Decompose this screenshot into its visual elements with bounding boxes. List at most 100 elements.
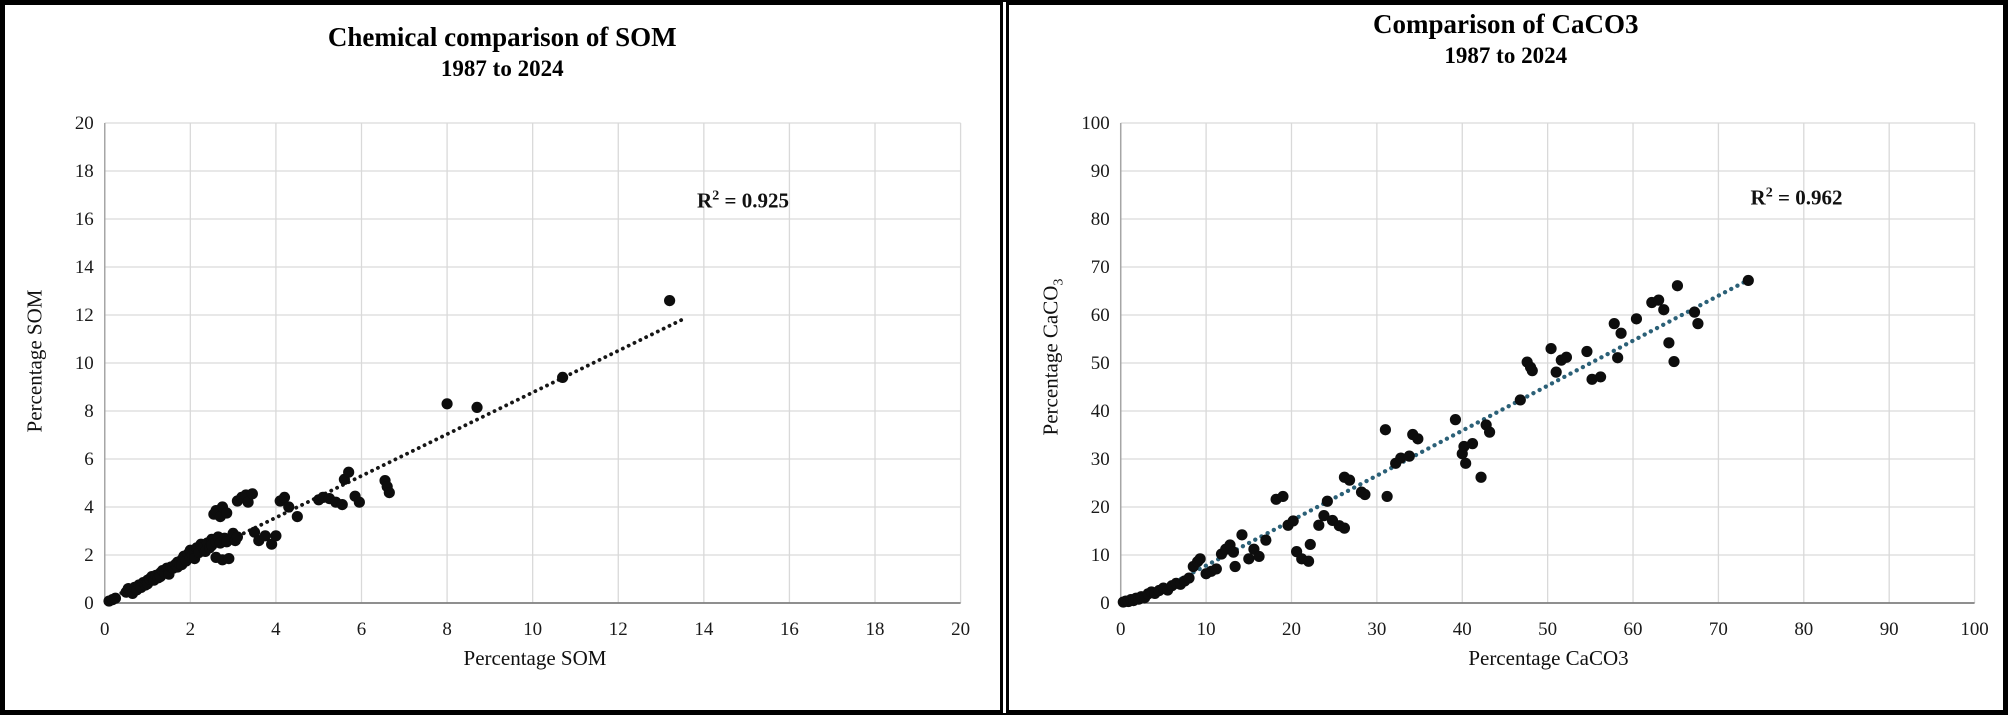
data-point <box>1182 572 1195 584</box>
data-point <box>1210 563 1222 575</box>
x-tick-label: 16 <box>780 619 799 640</box>
data-point <box>1560 351 1572 363</box>
x-tick-label: 10 <box>523 619 542 640</box>
data-point <box>1449 414 1461 426</box>
data-point <box>231 531 243 543</box>
data-point <box>1474 471 1487 483</box>
x-tick-label: 100 <box>1960 619 1988 640</box>
y-tick-label: 90 <box>1090 161 1109 182</box>
x-tick-label: 10 <box>1196 619 1215 640</box>
r2-prefix: R <box>1750 185 1766 210</box>
data-point <box>1252 550 1265 563</box>
x-tick-label: 8 <box>442 619 451 640</box>
data-point <box>1671 280 1683 292</box>
y-tick-label: 14 <box>75 257 94 278</box>
som-r-squared-annotation: R2 = 0.925 <box>697 189 789 214</box>
y-tick-label: 20 <box>1090 497 1109 518</box>
y-tick-label: 40 <box>1090 401 1109 422</box>
data-point <box>1585 373 1598 385</box>
data-point <box>1483 426 1495 438</box>
x-tick-label: 60 <box>1623 619 1642 640</box>
caco3-y-axis-label: Percentage CaCO3 <box>1038 279 1067 436</box>
data-point <box>283 501 295 513</box>
data-point <box>441 398 453 410</box>
r2-superscript: 2 <box>1765 185 1773 201</box>
data-point <box>1657 304 1669 316</box>
x-tick-label: 14 <box>694 619 713 640</box>
trendline <box>1135 277 1750 604</box>
data-point <box>1235 529 1248 541</box>
data-point <box>1667 355 1680 368</box>
data-point <box>1317 510 1330 522</box>
x-tick-label: 0 <box>100 619 109 640</box>
data-point <box>1312 519 1324 531</box>
x-tick-label: 40 <box>1452 619 1471 640</box>
data-point <box>278 491 291 503</box>
caco3-chart-panel: 0 10 20 30 40 50 60 70 80 90 100 0 10 20 30 40 50 60 70 80 9… <box>1005 2 2006 713</box>
data-point <box>221 507 233 519</box>
y-tick-label: 30 <box>1090 449 1109 470</box>
data-point <box>1227 546 1239 558</box>
y-tick-label: 18 <box>75 161 94 182</box>
data-point <box>1302 555 1314 567</box>
data-point <box>1381 490 1393 503</box>
data-point <box>221 536 233 548</box>
data-point <box>242 496 254 508</box>
y-tick-label: 0 <box>1100 593 1109 614</box>
r2-superscript: 2 <box>712 188 720 204</box>
data-point <box>266 538 278 550</box>
data-point <box>1358 488 1371 501</box>
data-point <box>248 526 261 538</box>
x-tick-label: 18 <box>866 619 885 640</box>
data-point <box>1394 452 1406 464</box>
y-axis-label-text: Percentage CaCO <box>1037 285 1062 436</box>
x-tick-label: 70 <box>1708 619 1727 640</box>
y-tick-label: 10 <box>75 353 94 374</box>
caco3-scatter-plot: 0 10 20 30 40 50 60 70 80 90 100 0 10 20 30 40 50 60 70 80 9… <box>1081 113 1988 640</box>
x-tick-label: 90 <box>1879 619 1898 640</box>
data-point <box>1304 538 1316 551</box>
trendline <box>113 315 689 598</box>
r2-value: = 0.925 <box>719 188 789 213</box>
x-tick-label: 2 <box>186 619 195 640</box>
data-point <box>383 487 395 499</box>
y-tick-label: 0 <box>84 593 93 614</box>
y-tick-label: 10 <box>1090 545 1109 566</box>
y-tick-label: 50 <box>1090 353 1109 374</box>
x-tick-label: 6 <box>357 619 366 640</box>
x-tick-label: 0 <box>1115 619 1124 640</box>
y-tick-label: 12 <box>75 305 94 326</box>
x-tick-label: 20 <box>1282 619 1301 640</box>
data-point <box>1194 553 1206 565</box>
y-tick-label: 8 <box>84 401 93 422</box>
data-point <box>223 553 235 565</box>
data-point <box>1614 327 1627 339</box>
y-tick-label: 60 <box>1090 305 1109 326</box>
y-tick-label: 16 <box>75 209 94 230</box>
data-point <box>1652 294 1664 306</box>
data-point <box>1242 553 1254 565</box>
data-point <box>1343 474 1355 486</box>
data-point <box>664 295 676 307</box>
data-point <box>1321 495 1333 507</box>
data-point <box>557 371 569 383</box>
som-chart-panel: 0 2 4 6 8 10 12 14 16 18 20 0 2 4 6 8 10 12 14 16 18 20 Chemi… <box>2 2 1003 713</box>
data-point <box>1630 313 1642 325</box>
y-tick-label: 4 <box>84 497 94 518</box>
data-point <box>1229 560 1241 573</box>
y-tick-label: 2 <box>84 545 93 566</box>
data-point <box>1411 433 1423 445</box>
x-tick-label: 20 <box>951 619 970 640</box>
data-point <box>1742 274 1754 287</box>
data-point <box>353 496 365 508</box>
data-point <box>1544 343 1557 355</box>
y-tick-label: 6 <box>84 449 93 470</box>
data-point <box>1287 515 1299 527</box>
data-point <box>270 530 282 542</box>
data-point <box>1594 371 1606 383</box>
x-tick-label: 4 <box>271 619 281 640</box>
data-point <box>1403 450 1415 462</box>
som-x-axis-label: Percentage SOM <box>463 646 607 670</box>
data-point <box>1259 534 1271 546</box>
data-point <box>1688 306 1700 318</box>
